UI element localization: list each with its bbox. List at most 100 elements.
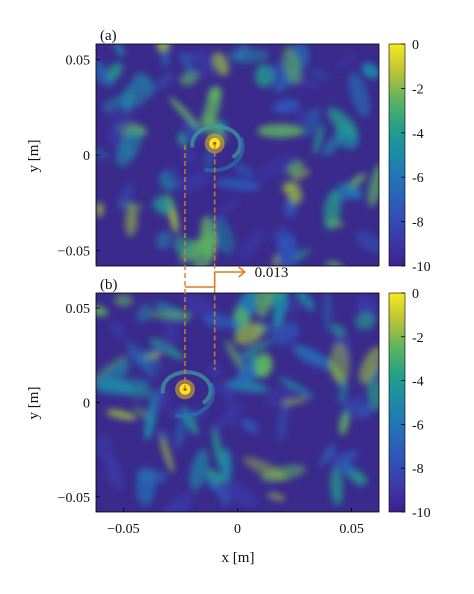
speckle [104,452,124,491]
speckle [319,442,336,467]
speckle [349,469,367,486]
speckle [154,72,175,90]
speckle [243,456,287,481]
speckle [189,448,209,491]
speckle [338,378,348,406]
offset-arrow [214,266,246,278]
speckle [254,353,273,378]
speckle [111,321,125,338]
speckle [267,492,286,502]
colorbar-tick-label: -10 [412,260,431,275]
y-tick-label: −0.05 [58,491,90,506]
speckle [173,235,192,256]
speckle [277,401,289,442]
y-tick-label: 0.05 [66,302,91,317]
speckle [234,322,265,346]
spiral-ring [190,124,243,160]
speckle [272,254,280,266]
speckle [136,467,156,506]
speckle [98,360,131,391]
colorbar-tick-label: -6 [412,418,424,433]
speckle [181,56,197,77]
speckle [326,219,344,228]
speckle [156,44,171,52]
panel-a-colorbar [388,43,406,267]
speckle [310,68,330,81]
speckle [243,299,257,311]
speckle [169,96,202,131]
panel-b-y-ticks: 0.05 0 −0.05 [58,302,100,506]
speckle [333,186,363,200]
speckle [177,132,187,148]
panel-b-y-axis-label: y [m] [26,387,42,420]
colorbar-tick-label: -2 [412,82,424,97]
speckle [140,343,173,356]
speckle [117,183,135,210]
speckle [96,202,104,218]
speckle [159,432,174,473]
speckle [114,294,133,307]
speckle [291,344,330,367]
speckle [295,108,308,122]
speckle [111,378,151,394]
spiral-ring [174,382,216,419]
speckle [96,305,109,316]
speckle [200,215,217,261]
y-tick-label: 0.05 [66,53,91,68]
speckle [209,199,240,225]
speckle [113,92,146,108]
speckle [225,340,244,371]
colorbar-tick-label: -8 [412,462,424,477]
speckle [286,160,304,176]
speckle [228,48,270,64]
speckle [125,203,138,237]
colorbar-tick-label: -4 [412,375,424,390]
y-tick-label: 0 [83,149,90,164]
speckle [257,155,297,180]
speckle [278,377,315,399]
speckle [157,429,171,441]
speckle [212,52,229,76]
speckle [355,231,379,254]
speckle [166,166,179,185]
spiral-ring [204,136,245,173]
panel-b-x-ticks: −0.05 0 0.05 [107,508,364,537]
speckle [132,72,155,98]
speckle [325,261,343,266]
speckle [355,312,376,331]
speckle [107,128,124,146]
panel-b-heatmap [96,293,379,512]
speckle [270,322,300,345]
speckle [346,173,366,190]
speckle [330,342,351,385]
speckle [182,293,218,319]
speckle [367,163,379,207]
speckle [358,346,379,385]
x-tick-label: 0 [234,522,241,537]
speckle [128,350,157,378]
speckle [106,62,123,82]
speckle [348,72,370,118]
speckle [213,402,244,432]
spiral-ring [160,370,213,405]
panel-a-heatmap [96,44,379,266]
speckle [218,480,258,507]
speckle [240,418,259,433]
speckle [178,175,210,193]
speckle [233,163,255,178]
speckle [113,44,125,57]
speckle [239,340,271,359]
speckle [331,323,346,337]
speckle [272,293,288,330]
colorbar-tick-label: -6 [412,171,424,186]
speckle [220,448,232,482]
panel-b-colorbar-ticks: 0 -2 -4 -6 -8 -10 [401,287,431,521]
speckle [330,466,344,506]
speckle [303,106,321,138]
panel-a-colorbar-ticks: 0 -2 -4 -6 -8 -10 [401,38,431,275]
panel-b-x-axis-label: x [m] [222,550,255,566]
x-tick-label: 0.05 [339,522,364,537]
panel-a: (a) 0.05 0 −0.05 y [m] 0 -2 -4 -6 -8 -10 [26,28,431,275]
speckle [148,310,193,320]
